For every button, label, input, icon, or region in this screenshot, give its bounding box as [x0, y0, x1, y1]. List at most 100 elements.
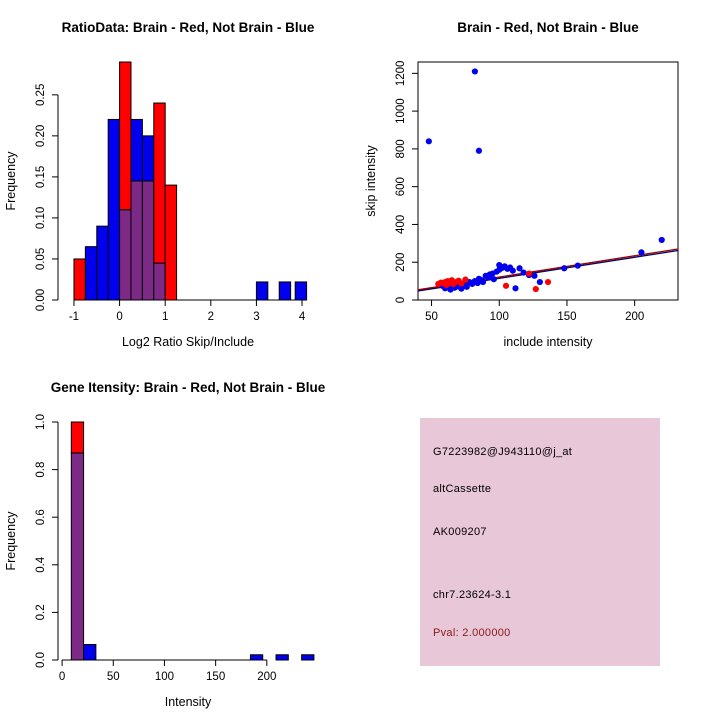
scatter-point-red	[502, 282, 510, 289]
histogram-bar-overlap	[119, 209, 132, 301]
scatter-point-blue	[520, 269, 527, 276]
intensity-scatter-chart: Brain - Red, Not Brain - Blue include int…	[364, 20, 679, 349]
y-tick-label: 0.8	[35, 462, 47, 478]
chromosome-text: chr7.23624-3.1	[433, 589, 512, 601]
histogram-bar-blue	[107, 118, 121, 301]
scatter-point-blue	[475, 147, 483, 154]
scatter-point-blue	[638, 249, 645, 256]
histogram-bar-blue	[255, 281, 269, 301]
histogram-bar-blue	[83, 644, 97, 661]
ratio-histogram-chart: RatioData: Brain - Red, Not Brain - Blue…	[4, 20, 315, 349]
histogram-bar-overlap	[141, 180, 155, 301]
scatter-point-blue	[574, 262, 581, 269]
histogram-bar-blue	[130, 118, 143, 182]
y-tick-label: 1000	[395, 98, 407, 124]
x-axis-label: Intensity	[165, 695, 212, 709]
y-tick-label: 0.15	[35, 166, 47, 188]
histogram-bar-red	[119, 61, 132, 211]
scatter-point-blue	[531, 272, 538, 279]
chart-title: Brain - Red, Not Brain - Blue	[457, 20, 639, 35]
scatter-point-blue	[512, 285, 519, 292]
panel-ratio-histogram: RatioData: Brain - Red, Not Brain - Blue…	[0, 0, 360, 360]
x-axis-label: Log2 Ratio Skip/Include	[122, 335, 254, 349]
info-box: G7223982@J943110@j_at altCassette AK0092…	[420, 418, 660, 666]
histogram-bar-blue	[275, 654, 289, 661]
y-tick-label: 1.0	[35, 414, 47, 430]
scatter-point-blue	[516, 265, 523, 272]
plot-box	[417, 61, 679, 301]
histogram-bar-blue	[301, 654, 315, 661]
histogram-bar-blue	[294, 281, 308, 301]
histogram-bar-red	[164, 184, 178, 301]
y-tick-label: 0.2	[35, 604, 47, 620]
scatter-point-red	[462, 276, 469, 283]
gene-intensity-histogram-chart: Gene Itensity: Brain - Red, Not Brain - …	[4, 380, 326, 709]
scatter-point-red	[525, 270, 533, 277]
y-tick-label: 0.10	[35, 207, 47, 229]
scatter-point-blue	[463, 283, 470, 290]
y-tick-label: 0.4	[35, 556, 47, 573]
histogram-bar-red	[153, 102, 166, 264]
histogram-bar-red	[70, 421, 85, 454]
y-tick-label: 0.6	[35, 509, 47, 525]
y-tick-label: 0.00	[35, 289, 47, 311]
x-tick-label: 200	[625, 311, 644, 323]
scatter-point-red	[532, 285, 539, 293]
x-tick-label: 50	[425, 311, 438, 323]
scatter-point-blue	[561, 265, 568, 272]
scatter-point-blue	[536, 278, 543, 286]
y-axis-label: skip intensity	[364, 144, 378, 216]
histogram-bar-blue	[141, 135, 155, 182]
scatter-point-blue	[479, 278, 487, 286]
panel-info: G7223982@J943110@j_at altCassette AK0092…	[360, 360, 720, 720]
scatter-point-blue	[471, 68, 478, 75]
panel-intensity-scatter: Brain - Red, Not Brain - Blue include int…	[360, 0, 720, 360]
pval-text: Pval: 2.000000	[433, 627, 511, 639]
event-type-text: altCassette	[433, 483, 492, 495]
histogram-bar-blue	[249, 654, 264, 661]
chart-title: RatioData: Brain - Red, Not Brain - Blue	[62, 20, 315, 35]
x-tick-label: 100	[155, 671, 174, 683]
probe-id-text: G7223982@J943110@j_at	[433, 446, 573, 458]
histogram-bar-red	[73, 258, 86, 301]
y-tick-label: 600	[395, 177, 407, 196]
scatter-point-blue	[425, 138, 432, 145]
scatter-point-blue	[509, 267, 516, 274]
y-tick-label: 0	[395, 297, 407, 303]
histogram-bar-blue	[84, 246, 98, 301]
chart-title: Gene Itensity: Brain - Red, Not Brain - …	[51, 380, 326, 395]
x-tick-label: 200	[257, 671, 276, 683]
scatter-point-blue	[490, 276, 497, 283]
scatter-point-red	[458, 280, 465, 287]
x-tick-label: 150	[557, 311, 576, 323]
histogram-bar-blue	[96, 225, 109, 301]
histogram-bar-overlap	[153, 262, 166, 301]
y-tick-label: 0.20	[35, 125, 47, 147]
y-tick-label: 0.25	[35, 84, 47, 106]
accession-text: AK009207	[433, 526, 487, 538]
x-tick-label: -1	[69, 311, 79, 323]
scatter-point-blue	[658, 236, 665, 244]
x-tick-label: 50	[107, 671, 120, 683]
x-tick-label: 100	[490, 311, 509, 323]
y-tick-label: 0.0	[35, 652, 47, 668]
x-tick-label: 2	[208, 311, 214, 323]
histogram-bar-overlap	[70, 452, 85, 661]
x-tick-label: 3	[253, 311, 259, 323]
y-tick-label: 800	[395, 139, 407, 158]
x-tick-label: 1	[162, 311, 168, 323]
x-tick-label: 4	[299, 311, 306, 323]
x-tick-label: 0	[116, 311, 122, 323]
histogram-bar-blue	[278, 281, 292, 301]
panel-gene-histogram: Gene Itensity: Brain - Red, Not Brain - …	[0, 360, 360, 720]
x-tick-label: 150	[206, 671, 225, 683]
y-axis-label: Frequency	[4, 151, 18, 211]
y-tick-label: 400	[395, 215, 407, 234]
scatter-point-red	[544, 278, 552, 286]
y-axis-label: Frequency	[4, 511, 18, 571]
x-axis-label: include intensity	[504, 335, 594, 349]
y-tick-label: 0.05	[35, 248, 47, 270]
y-tick-label: 200	[395, 253, 407, 272]
y-tick-label: 1200	[395, 61, 407, 87]
